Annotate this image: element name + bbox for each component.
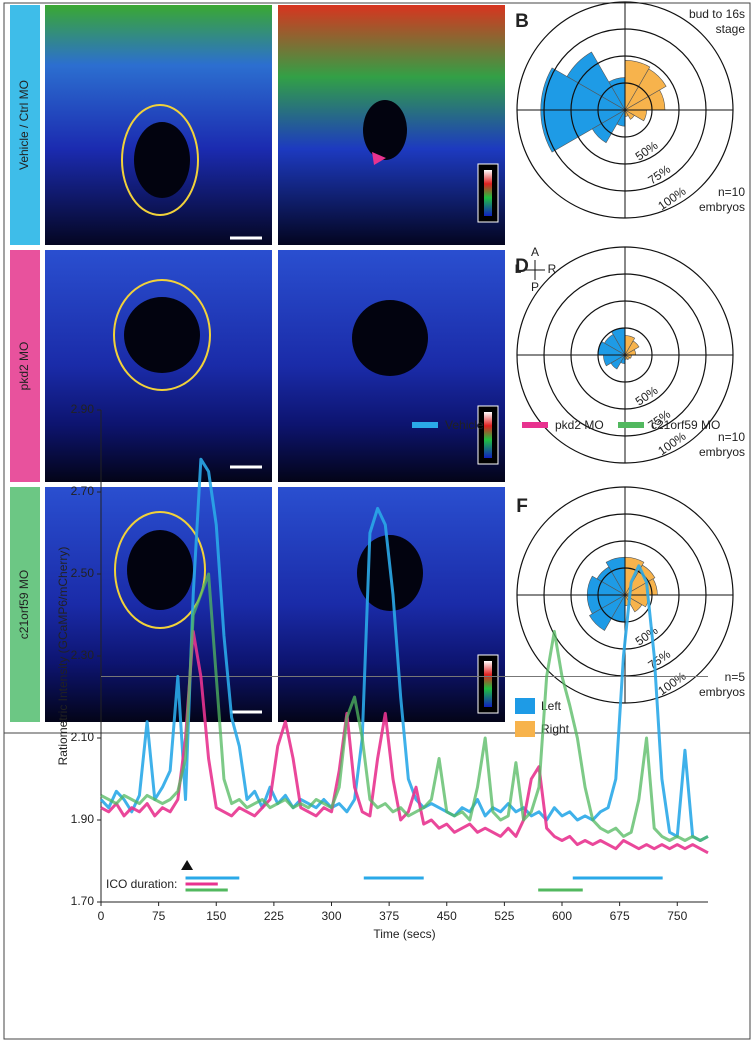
legend-label: pkd2 MO — [555, 418, 604, 432]
color-scale — [484, 170, 492, 216]
x-tick-label: 0 — [98, 909, 105, 923]
x-tick-label: 450 — [437, 909, 457, 923]
compass-label: R — [548, 262, 557, 276]
figure-frame — [3, 2, 751, 1040]
y-tick-label: 1.70 — [71, 894, 95, 908]
kv-lumen — [363, 100, 407, 160]
rose-sector — [624, 340, 640, 356]
x-axis-label: Time (secs) — [373, 927, 435, 941]
rose-sector — [610, 354, 626, 370]
compass-label: P — [531, 280, 539, 294]
x-tick-label: 750 — [667, 909, 687, 923]
panel-letter: F — [516, 496, 528, 517]
sample-size: n=5 — [725, 670, 746, 684]
subtitle: stage — [716, 22, 746, 36]
x-tick-label: 675 — [610, 909, 630, 923]
x-tick-label: 525 — [494, 909, 514, 923]
y-tick-label: 2.10 — [71, 730, 95, 744]
rose-sector — [624, 68, 667, 111]
kv-lumen — [352, 300, 428, 376]
panel-letter: B — [515, 11, 529, 32]
micrographs — [45, 5, 505, 722]
compass-label: L — [515, 262, 522, 276]
row-label: c21orf59 MO — [17, 570, 31, 639]
rose-sector — [591, 109, 626, 144]
x-tick-label: 150 — [206, 909, 226, 923]
sample-size: embryos — [699, 200, 745, 214]
legend-swatch — [515, 698, 535, 714]
series-line — [100, 572, 709, 842]
x-tick-label: 75 — [152, 909, 166, 923]
arrowhead — [372, 152, 386, 165]
compass-label: A — [531, 245, 539, 259]
x-tick-label: 300 — [321, 909, 341, 923]
legend-swatch — [515, 721, 535, 737]
rose-sector — [589, 594, 626, 631]
ring-label: 100% — [655, 429, 688, 458]
legend-label: Vehicle — [445, 418, 484, 432]
roi-outline — [121, 104, 199, 216]
y-tick-label: 2.30 — [71, 648, 95, 662]
y-axis-label: Ratiometric Intensity (GCaMP6/mCherry) — [56, 547, 70, 766]
series-line — [99, 457, 709, 842]
row-strip — [10, 487, 40, 722]
rose-sector — [624, 354, 631, 361]
row-strip — [10, 5, 40, 245]
x-tick-label: 225 — [264, 909, 284, 923]
x-tick-label: 375 — [379, 909, 399, 923]
row-label: Vehicle / Ctrl MO — [17, 80, 31, 170]
series-line — [100, 629, 709, 855]
subtitle: bud to 16s — [689, 7, 745, 21]
y-tick-label: 2.90 — [71, 402, 95, 416]
sample-size: embryos — [699, 445, 745, 459]
kv-lumen — [134, 122, 190, 198]
y-tick-label: 2.50 — [71, 566, 95, 580]
ico-label: ICO duration: — [106, 877, 177, 891]
legend-label: Right — [541, 722, 570, 736]
x-tick-label: 600 — [552, 909, 572, 923]
kv-lumen — [124, 297, 200, 373]
sample-size: embryos — [699, 685, 745, 699]
ring-label: 100% — [655, 184, 688, 213]
y-tick-label: 2.70 — [71, 484, 95, 498]
kv-lumen — [127, 530, 193, 610]
color-scale — [484, 661, 492, 707]
sample-size: n=10 — [718, 185, 745, 199]
rose-sector — [624, 564, 656, 596]
rose-sector — [624, 109, 635, 120]
y-tick-label: 1.90 — [71, 812, 95, 826]
roi-outline — [114, 511, 206, 629]
roi-outline — [113, 279, 211, 391]
row-label: pkd2 MO — [17, 342, 31, 391]
row-strip — [10, 250, 40, 482]
panel-letter: D — [515, 256, 529, 277]
legend-label: c21orf59 MO — [651, 418, 720, 432]
color-scale — [484, 412, 492, 458]
ring-label: 100% — [655, 669, 688, 698]
sample-size: n=10 — [718, 430, 745, 444]
stimulus-marker — [181, 860, 194, 870]
